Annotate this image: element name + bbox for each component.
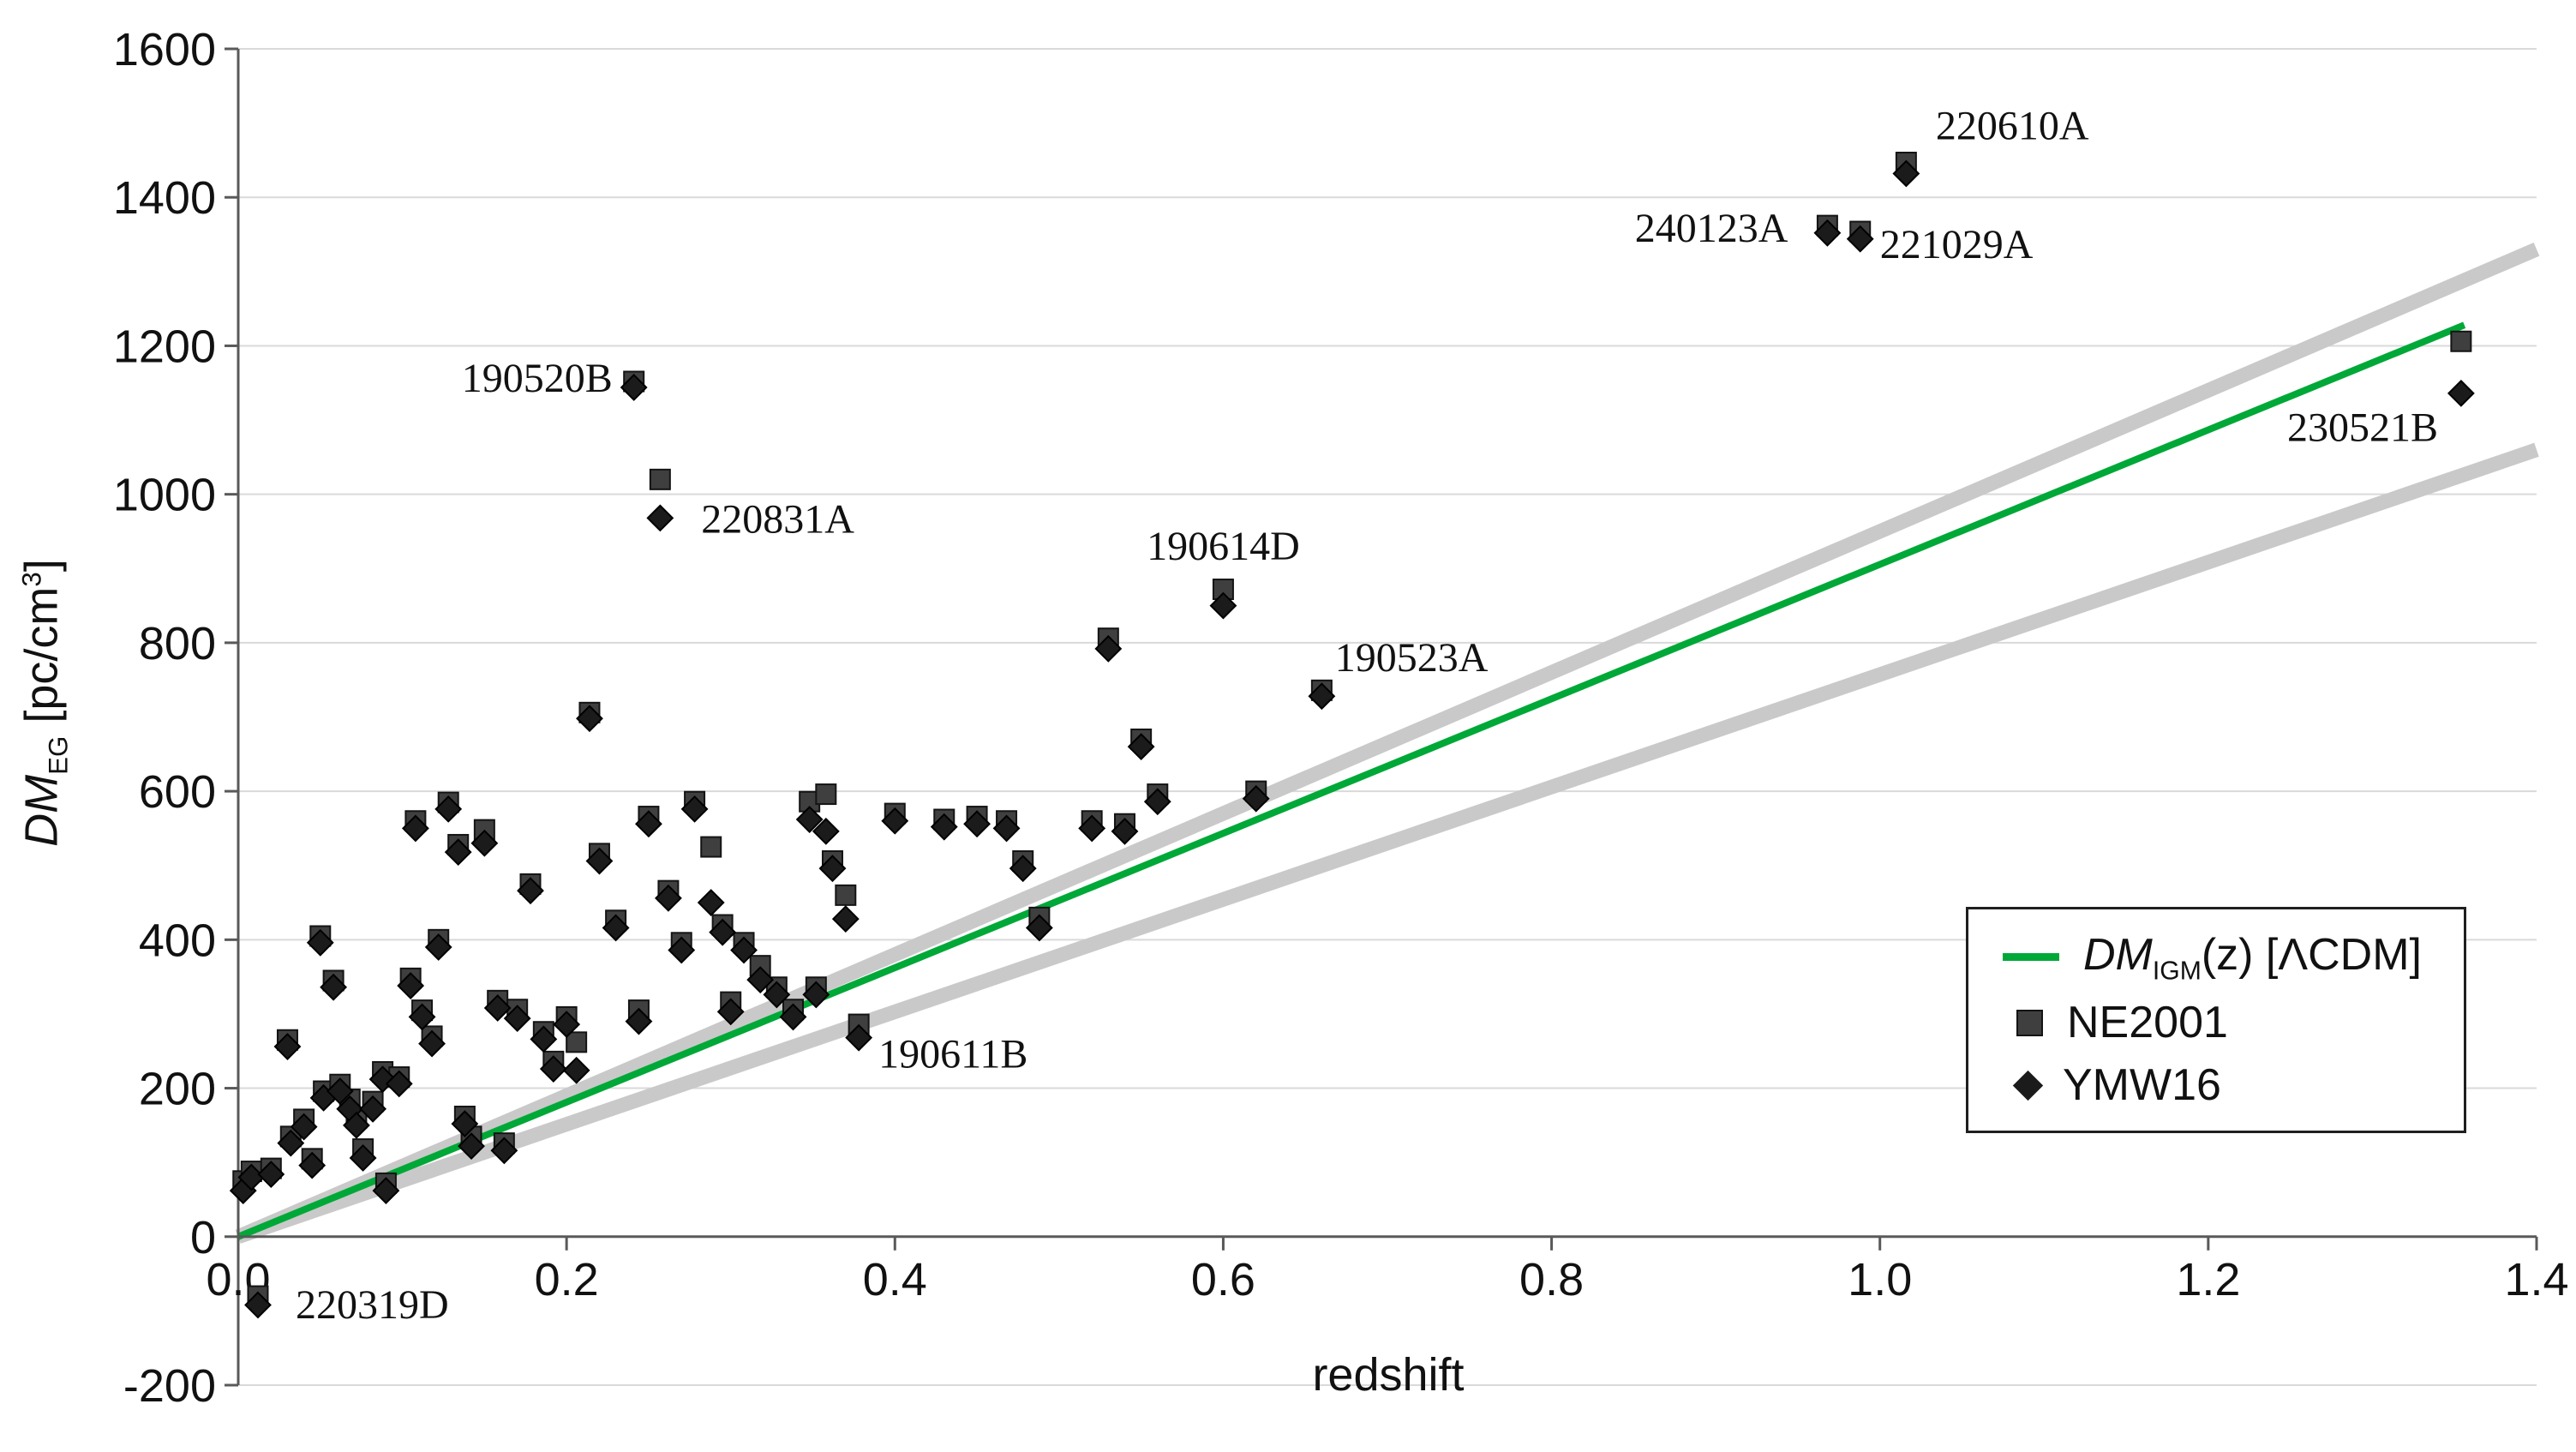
y-tick-labels: -200 0 200 400 600 800 1000 1200 1400 1600: [113, 24, 216, 1412]
legend-item-ne2001: NE2001: [2003, 997, 2455, 1048]
svg-text:1.4: 1.4: [2504, 1254, 2568, 1305]
green-line-swatch: [2003, 953, 2059, 962]
svg-text:400: 400: [139, 915, 216, 966]
svg-text:221029A: 221029A: [1880, 222, 2034, 267]
svg-text:0.4: 0.4: [863, 1254, 927, 1305]
svg-text:800: 800: [139, 618, 216, 669]
gridlines: [238, 48, 2537, 1386]
svg-text:0.8: 0.8: [1519, 1254, 1584, 1305]
svg-text:1400: 1400: [113, 172, 216, 224]
diamond-marker-swatch: [2012, 1070, 2044, 1101]
svg-text:1200: 1200: [113, 321, 216, 372]
svg-text:1000: 1000: [113, 470, 216, 521]
svg-text:190611B: 190611B: [878, 1031, 1027, 1077]
svg-text:230521B: 230521B: [2287, 405, 2438, 450]
svg-text:1600: 1600: [113, 24, 216, 75]
x-tick-labels: 0.0 0.2 0.4 0.6 0.8 1.0 1.2 1.4: [206, 1254, 2568, 1305]
svg-text:1.0: 1.0: [1848, 1254, 1912, 1305]
y-axis-title-unit-post: ]: [15, 559, 68, 573]
svg-text:240123A: 240123A: [1635, 206, 1788, 251]
svg-text:0: 0: [190, 1212, 216, 1263]
svg-text:190520B: 190520B: [462, 356, 613, 401]
svg-text:220610A: 220610A: [1936, 104, 2089, 149]
svg-text:600: 600: [139, 766, 216, 818]
legend-item-ne2001-label: NE2001: [2067, 998, 2228, 1048]
svg-text:220831A: 220831A: [701, 497, 854, 543]
svg-text:190614D: 190614D: [1147, 524, 1300, 569]
y-axis-title-unit-pre: [pc/cm: [15, 586, 68, 736]
square-marker-swatch: [2016, 1009, 2043, 1036]
axes: [225, 47, 2538, 1387]
y-axis-title: DMEG [pc/cm3]: [15, 559, 75, 847]
svg-text:190523A: 190523A: [1335, 635, 1489, 681]
annotations: 220319D 190520B 220831A 190614D 190523A 19061…: [296, 104, 2438, 1328]
y-axis-title-dm: DM: [15, 774, 68, 847]
svg-text:-200: -200: [123, 1360, 216, 1412]
legend-item-igm: DMIGM(z) [ΛCDM]: [2003, 929, 2455, 986]
series-ymw16: [229, 159, 2475, 1319]
legend-item-ymw16: YMW16: [2003, 1059, 2455, 1111]
legend: DMIGM(z) [ΛCDM] NE2001 YMW16: [1966, 907, 2466, 1133]
legend-item-ymw16-label: YMW16: [2063, 1060, 2221, 1111]
y-axis-title-sup: 3: [16, 572, 47, 587]
svg-text:0.2: 0.2: [535, 1254, 599, 1305]
line-scatter-envelope-upper: [235, 243, 2540, 1244]
y-axis-title-sub: EG: [43, 735, 74, 775]
svg-text:220319D: 220319D: [296, 1282, 449, 1328]
line-dm-igm-lcdm: [237, 321, 2466, 1240]
svg-text:200: 200: [139, 1064, 216, 1115]
line-scatter-envelope-lower: [236, 442, 2539, 1244]
legend-item-igm-label: DMIGM(z) [ΛCDM]: [2083, 929, 2422, 985]
svg-text:0.6: 0.6: [1191, 1254, 1255, 1305]
x-axis-title: redshift: [1312, 1349, 1465, 1401]
svg-text:1.2: 1.2: [2176, 1254, 2240, 1305]
